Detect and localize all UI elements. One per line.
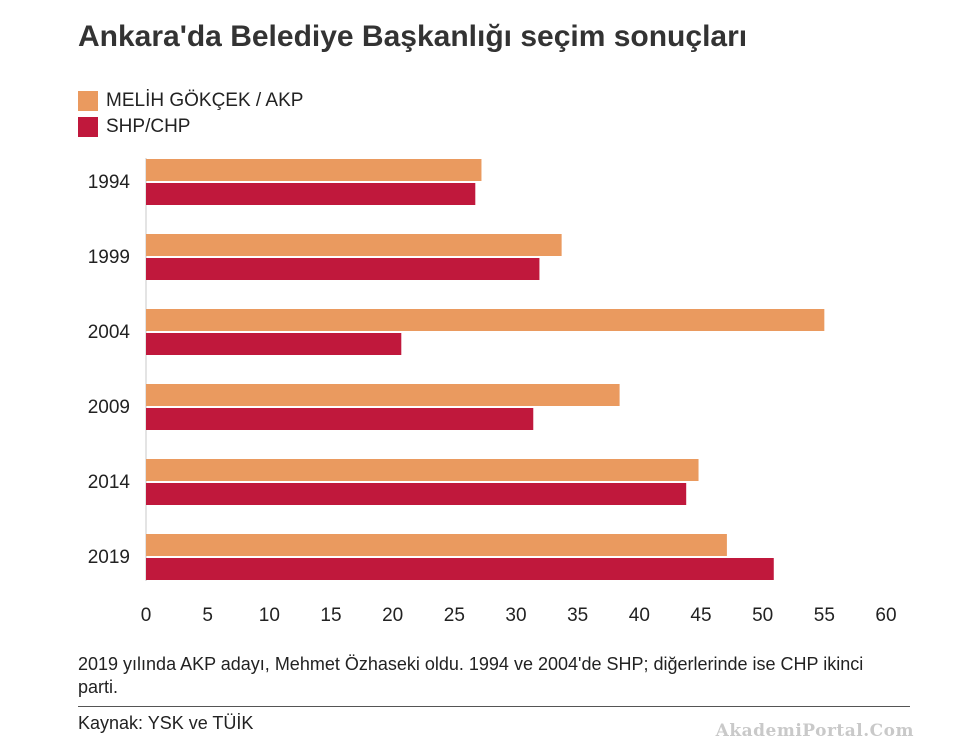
x-tick-label-45: 45	[690, 605, 711, 626]
chart-note: 2019 yılında AKP adayı, Mehmet Özhaseki …	[78, 654, 864, 697]
bar-2009-akp	[146, 384, 620, 406]
legend: MELİH GÖKÇEK / AKP SHP/CHP	[78, 88, 303, 140]
y-tick-label-2004: 2004	[88, 322, 131, 343]
x-tick-label-60: 60	[875, 605, 896, 626]
bar-1999-chp	[146, 258, 540, 280]
bar-2019-chp	[146, 558, 774, 580]
bar-2014-chp	[146, 483, 687, 505]
y-tick-label-2014: 2014	[88, 472, 131, 493]
legend-item-chp: SHP/CHP	[78, 114, 303, 140]
legend-label-chp: SHP/CHP	[106, 116, 191, 137]
x-tick-label-40: 40	[629, 605, 650, 626]
divider	[78, 706, 910, 707]
bar-2004-akp	[146, 309, 825, 331]
x-tick-label-35: 35	[567, 605, 588, 626]
legend-swatch-chp	[78, 117, 98, 137]
source-text: Kaynak: YSK ve TÜİK	[78, 713, 254, 733]
x-tick-label-55: 55	[814, 605, 835, 626]
watermark: AkademiPortal.Com	[715, 721, 914, 741]
y-tick-label-2009: 2009	[88, 397, 130, 418]
bar-2014-akp	[146, 459, 699, 481]
bar-1999-akp	[146, 234, 562, 256]
legend-item-akp: MELİH GÖKÇEK / AKP	[78, 88, 303, 114]
bar-2019-akp	[146, 534, 727, 556]
legend-swatch-akp	[78, 91, 98, 111]
x-tick-label-20: 20	[382, 605, 403, 626]
x-tick-label-30: 30	[505, 605, 526, 626]
y-tick-label-2019: 2019	[88, 547, 130, 568]
y-tick-label-1994: 1994	[88, 172, 131, 193]
x-tick-label-5: 5	[202, 605, 213, 626]
bar-2004-chp	[146, 333, 402, 355]
x-tick-label-0: 0	[141, 605, 152, 626]
x-tick-label-50: 50	[752, 605, 773, 626]
x-tick-label-15: 15	[320, 605, 341, 626]
x-tick-label-10: 10	[259, 605, 280, 626]
bar-1994-chp	[146, 183, 476, 205]
y-tick-label-1999: 1999	[88, 247, 130, 268]
chart-title: Ankara'da Belediye Başkanlığı seçim sonu…	[78, 20, 748, 53]
x-tick-label-25: 25	[444, 605, 465, 626]
bar-2009-chp	[146, 408, 534, 430]
bar-1994-akp	[146, 159, 482, 181]
legend-label-akp: MELİH GÖKÇEK / AKP	[106, 90, 304, 111]
